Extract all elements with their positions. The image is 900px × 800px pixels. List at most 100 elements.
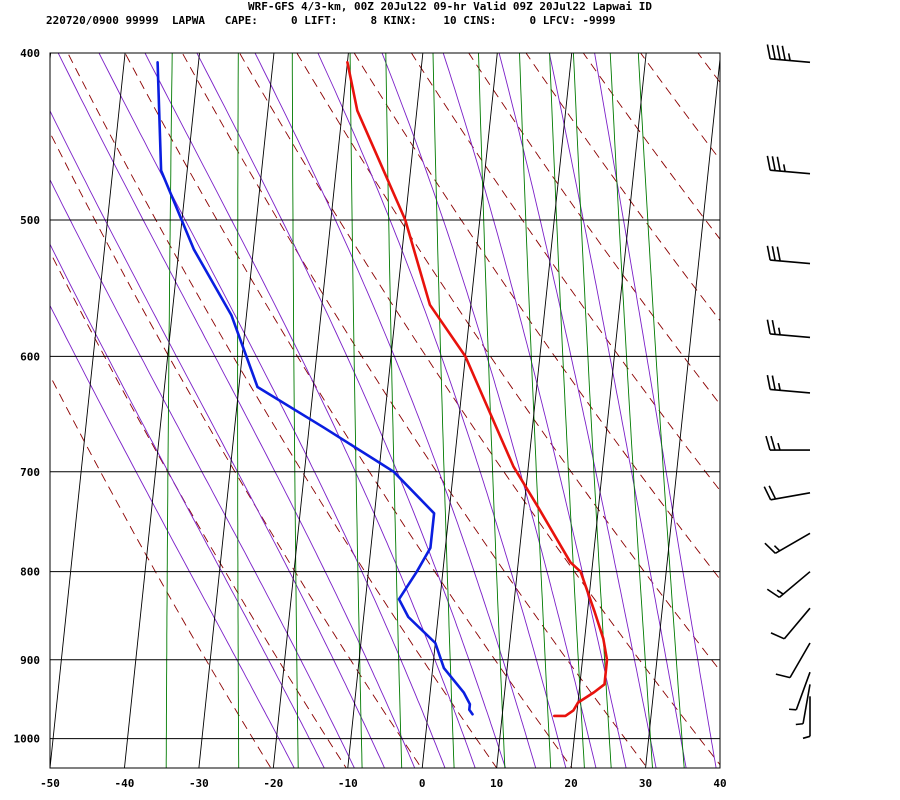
wind-barb-530 bbox=[766, 245, 811, 265]
barb-flag bbox=[766, 245, 771, 261]
mixing-ratio-line bbox=[572, 53, 612, 768]
pressure-tick-500: 500 bbox=[20, 214, 40, 227]
dry-adiabat bbox=[697, 53, 720, 84]
mixing-ratio-line bbox=[237, 53, 240, 768]
barb-half-flag bbox=[777, 383, 781, 391]
barb-flag bbox=[765, 435, 771, 451]
barb-flag bbox=[766, 155, 771, 171]
barb-half-flag bbox=[787, 53, 791, 61]
moist-adiabat bbox=[50, 243, 325, 768]
wind-barb-405 bbox=[766, 44, 811, 64]
barb-half-flag bbox=[773, 545, 781, 552]
barb-half-flag bbox=[782, 164, 786, 172]
temp-tick--20: -20 bbox=[263, 777, 283, 790]
barb-staff bbox=[770, 388, 811, 394]
wind-barb-720 bbox=[763, 485, 811, 501]
pressure-tick-600: 600 bbox=[20, 350, 40, 363]
barb-staff bbox=[770, 333, 811, 339]
temp-tick-30: 30 bbox=[639, 777, 652, 790]
dry-adiabat bbox=[839, 15, 900, 783]
barb-flag bbox=[766, 588, 780, 599]
barb-flag bbox=[771, 246, 776, 261]
temp-tick-20: 20 bbox=[564, 777, 577, 790]
mixing-ratio-line bbox=[519, 53, 552, 768]
temp-tick--10: -10 bbox=[338, 777, 358, 790]
temperature-profile bbox=[346, 60, 609, 718]
wind-barb-800 bbox=[766, 571, 811, 599]
moist-adiabat bbox=[50, 304, 295, 768]
barb-staff bbox=[770, 492, 811, 501]
pressure-tick-1000: 1000 bbox=[14, 733, 41, 746]
plot-frame bbox=[49, 52, 721, 769]
dewpoint-profile bbox=[156, 60, 474, 716]
mixing-ratio-line bbox=[549, 53, 585, 768]
isotherm bbox=[123, 53, 200, 768]
barb-flag bbox=[770, 632, 785, 640]
moist-adiabat bbox=[594, 53, 717, 768]
barb-half-flag bbox=[789, 708, 797, 711]
moist-adiabat bbox=[254, 53, 537, 768]
background-lines bbox=[50, 15, 900, 783]
barb-flag bbox=[768, 485, 777, 500]
pressure-tick-800: 800 bbox=[20, 566, 40, 579]
temp-tick--40: -40 bbox=[115, 777, 135, 790]
dry-adiabat bbox=[726, 15, 900, 783]
wind-barb-470 bbox=[766, 155, 811, 175]
mixing-ratio-line bbox=[349, 53, 363, 768]
barb-flag bbox=[764, 542, 776, 554]
barb-half-flag bbox=[777, 327, 781, 335]
isotherm bbox=[645, 54, 720, 768]
pressure-tick-400: 400 bbox=[20, 47, 40, 60]
dry-adiabat bbox=[50, 374, 272, 768]
mixing-ratio-line bbox=[637, 53, 685, 768]
wind-barb-915 bbox=[789, 671, 811, 711]
isotherm bbox=[496, 53, 573, 768]
sounding-indices: 220720/0900 99999 LAPWA CAPE: 0 LIFT: 8 … bbox=[46, 14, 616, 27]
dry-adiabat bbox=[525, 53, 720, 322]
barb-staff bbox=[802, 684, 811, 724]
mixing-ratio-line bbox=[165, 53, 173, 768]
barb-flag bbox=[776, 246, 781, 262]
mixing-ratio-line bbox=[432, 53, 455, 768]
barb-flag bbox=[766, 44, 771, 59]
barb-flag bbox=[771, 319, 776, 335]
dry-adiabat bbox=[468, 53, 720, 406]
wind-barbs bbox=[763, 44, 811, 740]
barb-flag bbox=[766, 319, 771, 335]
chart-title: WRF-GFS 4/3-km, 00Z 20Jul22 09-hr Valid … bbox=[248, 0, 652, 13]
moist-adiabat bbox=[50, 109, 385, 768]
wind-barb-760 bbox=[764, 532, 811, 554]
barb-flag bbox=[781, 45, 786, 61]
grid-lines bbox=[50, 52, 720, 740]
moist-adiabat bbox=[50, 178, 355, 768]
wind-barb-945 bbox=[802, 696, 811, 740]
moist-adiabat bbox=[144, 53, 476, 768]
dry-adiabat bbox=[410, 53, 720, 492]
isotherm bbox=[570, 53, 647, 768]
temp-tick--50: -50 bbox=[40, 777, 60, 790]
barb-flag bbox=[775, 673, 791, 679]
barb-flag bbox=[766, 374, 771, 390]
wind-barb-840 bbox=[770, 607, 811, 640]
barb-flag bbox=[763, 486, 772, 501]
isotherm bbox=[272, 53, 349, 768]
barb-half-flag bbox=[777, 442, 781, 451]
barb-half-flag bbox=[776, 589, 784, 595]
isotherm bbox=[719, 763, 720, 768]
barb-staff bbox=[774, 532, 811, 554]
barb-flag bbox=[776, 156, 781, 172]
mixing-ratio-line bbox=[609, 53, 653, 768]
moist-adiabat bbox=[57, 53, 416, 768]
barb-flag bbox=[771, 156, 776, 171]
barb-flag bbox=[770, 435, 776, 451]
mixing-ratio-line bbox=[385, 53, 403, 768]
barb-staff bbox=[789, 642, 811, 679]
wind-barb-880 bbox=[775, 642, 811, 679]
pressure-axis: 400 500 600 700 800 900 1000 bbox=[14, 47, 41, 746]
barb-flag bbox=[776, 45, 781, 60]
pressure-tick-700: 700 bbox=[20, 466, 40, 479]
wind-barb-680 bbox=[765, 435, 810, 451]
dry-adiabat bbox=[582, 53, 720, 240]
dry-adiabat bbox=[50, 131, 422, 768]
